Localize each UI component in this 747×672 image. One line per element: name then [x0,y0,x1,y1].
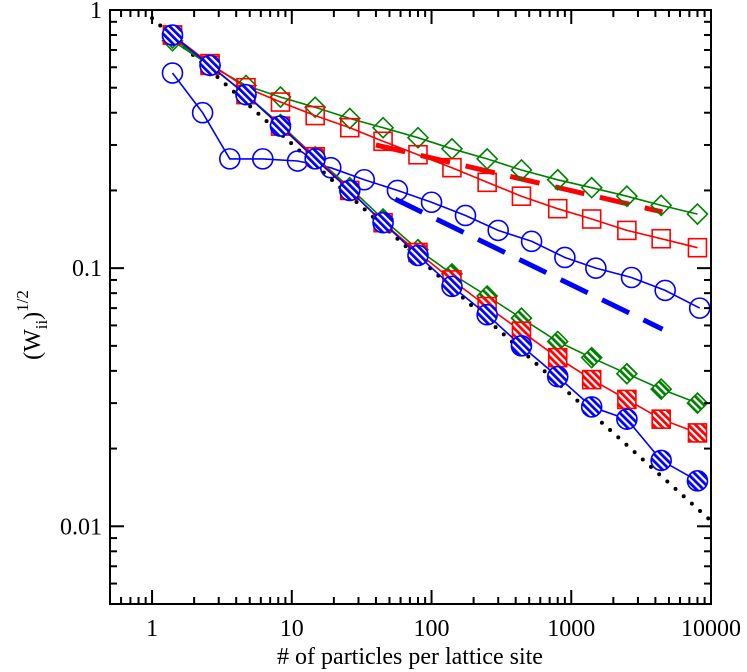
data-point [371,116,395,139]
data-point [581,209,602,229]
series-6-circle-hatched [161,24,709,492]
x-tick-label: 10000 [681,616,741,642]
data-point [547,347,568,368]
data-point [372,211,394,234]
data-point [386,179,409,202]
data-point [454,204,477,227]
data-point [476,303,498,326]
data-point [546,168,569,191]
data-point [406,126,430,149]
data-point [520,230,543,253]
data-point [161,62,184,84]
data-point [580,176,603,199]
data-point [269,115,292,137]
data-point [616,408,638,430]
data-point [687,423,708,443]
series-line [172,34,698,249]
x-tick-label: 1 [146,616,158,642]
data-point [510,158,533,182]
x-tick-label: 10 [280,616,304,642]
data-point [687,237,708,258]
x-tick-label: 100 [414,616,450,642]
data-point [353,168,376,191]
data-point [235,83,257,106]
data-point [686,202,709,226]
data-point [554,246,576,269]
data-point [580,396,603,418]
plot-area [150,16,711,523]
data-point [617,389,637,410]
data-point [650,194,673,217]
data-point [476,147,499,171]
data-point [305,105,325,126]
data-point [338,179,361,202]
series-line [171,34,698,482]
data-point [547,198,568,219]
data-point [441,275,463,298]
data-point [161,24,184,46]
data-point [477,172,497,193]
data-point [218,148,241,170]
data-point [191,101,214,124]
y-axis-title-superscript: 1/2 [13,290,32,312]
data-point [546,365,569,388]
x-axis-ticks: 1 10 100 1000 10000 [109,10,741,642]
data-point [615,185,639,208]
data-point [585,257,607,279]
data-point [199,54,221,77]
data-point [270,92,291,112]
y-axis-ticks: 0.01 0.1 1 [60,0,711,605]
x-axis-title: # of particles per lattice site [277,644,543,670]
data-point [620,266,643,289]
series-2-square-open [162,25,708,258]
data-point [654,279,676,302]
data-point [651,409,671,429]
x-tick-label: 1000 [547,616,595,642]
reference-line-dashed-3 [394,196,664,332]
data-point [304,96,327,119]
data-point [651,228,671,249]
y-tick-label: 0.01 [60,514,102,540]
series-line [172,40,698,215]
series-1-diamond-open [161,29,709,226]
data-point [686,470,709,492]
y-axis-title-close: ) [20,312,46,320]
data-point [617,220,637,241]
data-point [408,144,428,165]
data-point [407,244,429,267]
y-axis-title: (Wii)1/2 [13,290,51,360]
data-point [686,391,709,415]
data-point [580,346,603,369]
data-point [373,131,393,152]
y-tick-label: 0.1 [72,256,102,282]
data-point [442,157,462,178]
data-point [304,148,326,170]
data-point [487,219,510,242]
y-axis-title-base: (W [20,329,46,360]
data-point [510,335,533,357]
reference-line-dotted-1 [150,16,711,523]
y-tick-label: 1 [90,0,102,24]
data-point [650,377,673,401]
data-point [251,148,274,170]
data-point [339,117,360,138]
data-point [615,362,639,385]
series-line [171,72,701,309]
y-axis-title-subscript: ii [32,320,51,330]
data-point [420,191,443,214]
plot-clipped-layer [150,16,711,523]
data-point [650,449,672,472]
data-point [511,186,532,206]
data-point [581,369,602,390]
